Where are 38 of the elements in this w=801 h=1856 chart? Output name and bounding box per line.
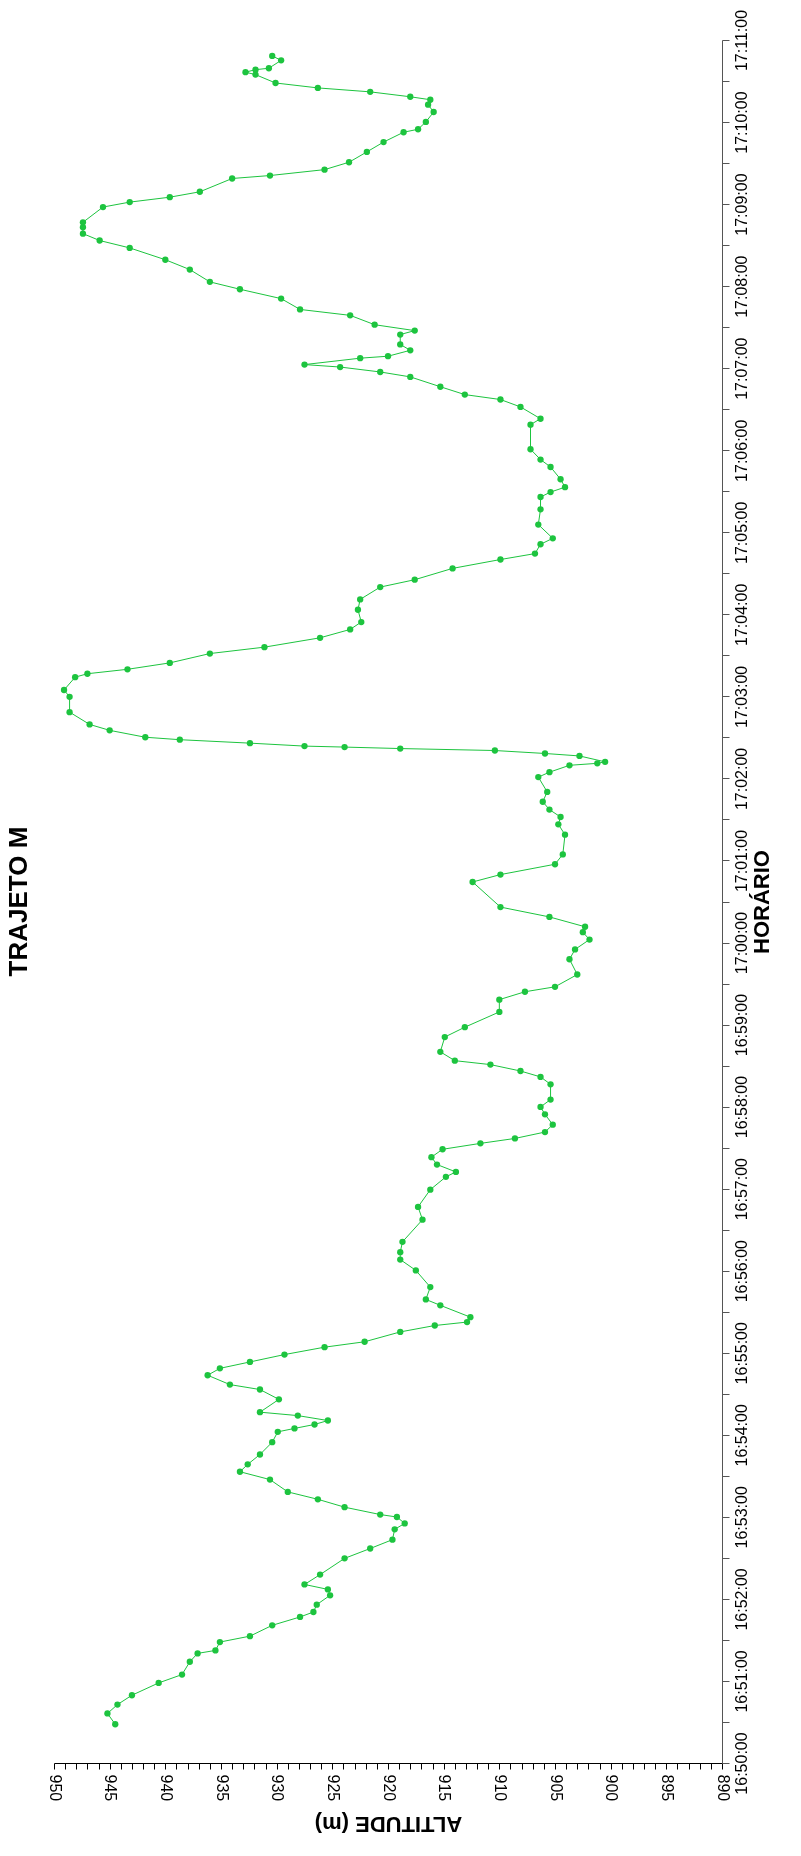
y-tick-label: 17:02:00 — [732, 747, 750, 811]
y-tick-label: 17:08:00 — [732, 255, 750, 318]
x-tick-label: 935 — [213, 1774, 231, 1802]
y-tick-label: 16:53:00 — [732, 1486, 750, 1549]
y-tick-label: 16:58:00 — [732, 1075, 750, 1139]
y-tick-label: 17:00:00 — [732, 911, 750, 975]
x-tick-label: 895 — [658, 1774, 676, 1802]
y-tick-label: 16:50:00 — [732, 1732, 750, 1795]
y-tick-label: 16:55:00 — [732, 1322, 750, 1385]
y-tick-label: 16:57:00 — [732, 1157, 750, 1221]
x-axis-title: ALTITUDE (m) — [314, 1811, 463, 1837]
y-axis-title: HORÁRIO — [748, 850, 774, 954]
x-tick-label: 945 — [102, 1774, 120, 1802]
x-tick-label: 940 — [157, 1774, 175, 1802]
text: TRAJETO M — [3, 826, 33, 977]
y-tick-label: 17:11:00 — [732, 9, 750, 72]
y-tick-label: 17:09:00 — [732, 173, 750, 236]
x-tick-label: 905 — [547, 1774, 565, 1802]
y-tick-label: 16:51:00 — [732, 1650, 750, 1713]
x-tick-label: 915 — [436, 1774, 454, 1802]
x-tick-label: 910 — [491, 1774, 509, 1802]
x-tick-label: 930 — [269, 1774, 287, 1802]
x-tick-label: 950 — [46, 1774, 64, 1802]
y-tick-label: 16:59:00 — [732, 993, 750, 1057]
y-tick-label: 16:54:00 — [732, 1404, 750, 1467]
y-tick-label: 17:04:00 — [732, 583, 750, 646]
y-tick-label: 16:52:00 — [732, 1568, 750, 1631]
y-tick-label: 17:01:00 — [732, 829, 750, 893]
y-tick-label: 17:03:00 — [732, 665, 750, 729]
y-tick-label: 17:05:00 — [732, 501, 750, 564]
x-tick-label: 920 — [380, 1774, 398, 1802]
y-tick-label: 17:06:00 — [732, 419, 750, 482]
x-tick-label: 900 — [603, 1774, 621, 1802]
y-tick-label: 17:07:00 — [732, 337, 750, 400]
x-tick-label: 890 — [714, 1774, 732, 1802]
y-tick-label: 17:10:00 — [732, 91, 750, 154]
y-tick-label: 16:56:00 — [732, 1239, 750, 1303]
x-tick-label: 925 — [324, 1774, 342, 1802]
